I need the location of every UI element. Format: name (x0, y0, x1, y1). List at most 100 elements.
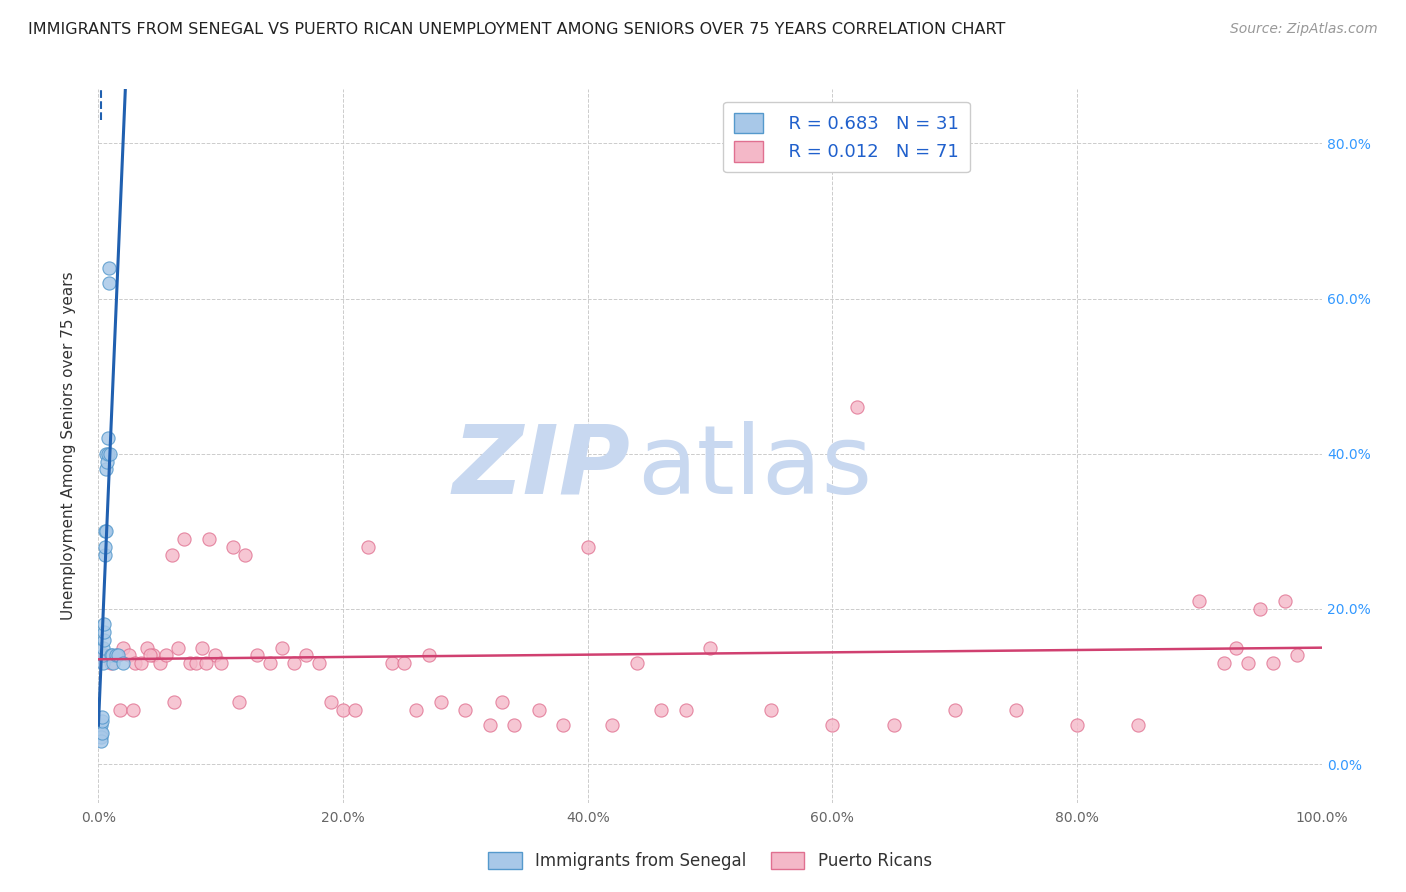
Point (98, 260, 121, 275)
Point (136, 640, 159, 655)
Point (699, 640, 721, 655)
Point (356, 540, 378, 554)
Point (100, 656, 122, 670)
Point (91, 648, 114, 663)
Point (91, 714, 114, 729)
Point (163, 695, 186, 709)
Point (93, 625, 115, 640)
Point (1237, 656, 1260, 670)
Point (94, 447, 117, 461)
Point (344, 703, 367, 717)
Point (101, 648, 124, 663)
Point (98, 447, 121, 461)
Point (155, 648, 177, 663)
Point (228, 695, 250, 709)
Point (308, 656, 330, 670)
Point (270, 640, 294, 655)
Point (576, 540, 599, 554)
Point (90, 730, 112, 744)
Point (97, 431, 120, 445)
Point (405, 703, 427, 717)
Point (1128, 718, 1150, 732)
Point (553, 718, 575, 732)
Point (195, 656, 218, 670)
Point (100, 648, 122, 663)
Point (209, 656, 232, 670)
Point (118, 648, 141, 663)
Point (96, 454, 118, 468)
Point (1188, 594, 1211, 608)
Point (527, 703, 550, 717)
Point (761, 703, 783, 717)
Text: ZIP: ZIP (453, 421, 630, 514)
Point (191, 640, 214, 655)
Point (1066, 718, 1088, 732)
Point (94, 540, 117, 554)
Point (1004, 703, 1026, 717)
Point (90, 726, 112, 740)
Point (129, 656, 152, 670)
Point (332, 703, 354, 717)
Point (94, 524, 117, 539)
Point (392, 656, 416, 670)
Point (93, 617, 115, 632)
Point (600, 718, 623, 732)
Point (1212, 656, 1234, 670)
Legend: Immigrants from Senegal, Puerto Ricans: Immigrants from Senegal, Puerto Ricans (481, 845, 939, 877)
Y-axis label: Unemployment Among Seniors over 75 years: Unemployment Among Seniors over 75 years (62, 272, 76, 620)
Point (1274, 594, 1296, 608)
Point (142, 648, 165, 663)
Point (883, 718, 905, 732)
Point (503, 718, 526, 732)
Text: atlas: atlas (637, 421, 872, 514)
Point (197, 532, 219, 546)
Point (160, 548, 183, 562)
Point (222, 540, 245, 554)
Point (478, 718, 501, 732)
Point (173, 532, 195, 546)
Point (124, 656, 146, 670)
Point (91, 656, 114, 670)
Point (110, 703, 132, 717)
Point (675, 703, 697, 717)
Point (96, 462, 118, 476)
Point (821, 718, 844, 732)
Point (179, 656, 201, 670)
Point (430, 695, 453, 709)
Point (90, 733, 112, 747)
Point (454, 703, 477, 717)
Point (491, 695, 513, 709)
Point (204, 648, 226, 663)
Point (107, 648, 129, 663)
Text: IMMIGRANTS FROM SENEGAL VS PUERTO RICAN UNEMPLOYMENT AMONG SENIORS OVER 75 YEARS: IMMIGRANTS FROM SENEGAL VS PUERTO RICAN … (28, 22, 1005, 37)
Point (259, 656, 281, 670)
Point (1286, 648, 1309, 663)
Point (94, 548, 117, 562)
Point (111, 656, 134, 670)
Point (626, 656, 648, 670)
Point (418, 648, 440, 663)
Text: Source: ZipAtlas.com: Source: ZipAtlas.com (1230, 22, 1378, 37)
Point (93, 648, 115, 663)
Point (101, 656, 124, 670)
Point (186, 656, 208, 670)
Point (233, 548, 256, 562)
Point (246, 648, 269, 663)
Point (650, 703, 672, 717)
Point (91, 640, 114, 655)
Point (105, 648, 128, 663)
Point (167, 640, 190, 655)
Point (121, 703, 143, 717)
Point (93, 632, 115, 647)
Point (845, 401, 868, 415)
Point (1261, 656, 1284, 670)
Point (90, 726, 112, 740)
Point (295, 648, 318, 663)
Point (139, 648, 162, 663)
Point (111, 640, 134, 655)
Point (1225, 640, 1247, 655)
Point (1250, 602, 1272, 616)
Point (381, 656, 404, 670)
Point (149, 656, 172, 670)
Point (91, 710, 114, 724)
